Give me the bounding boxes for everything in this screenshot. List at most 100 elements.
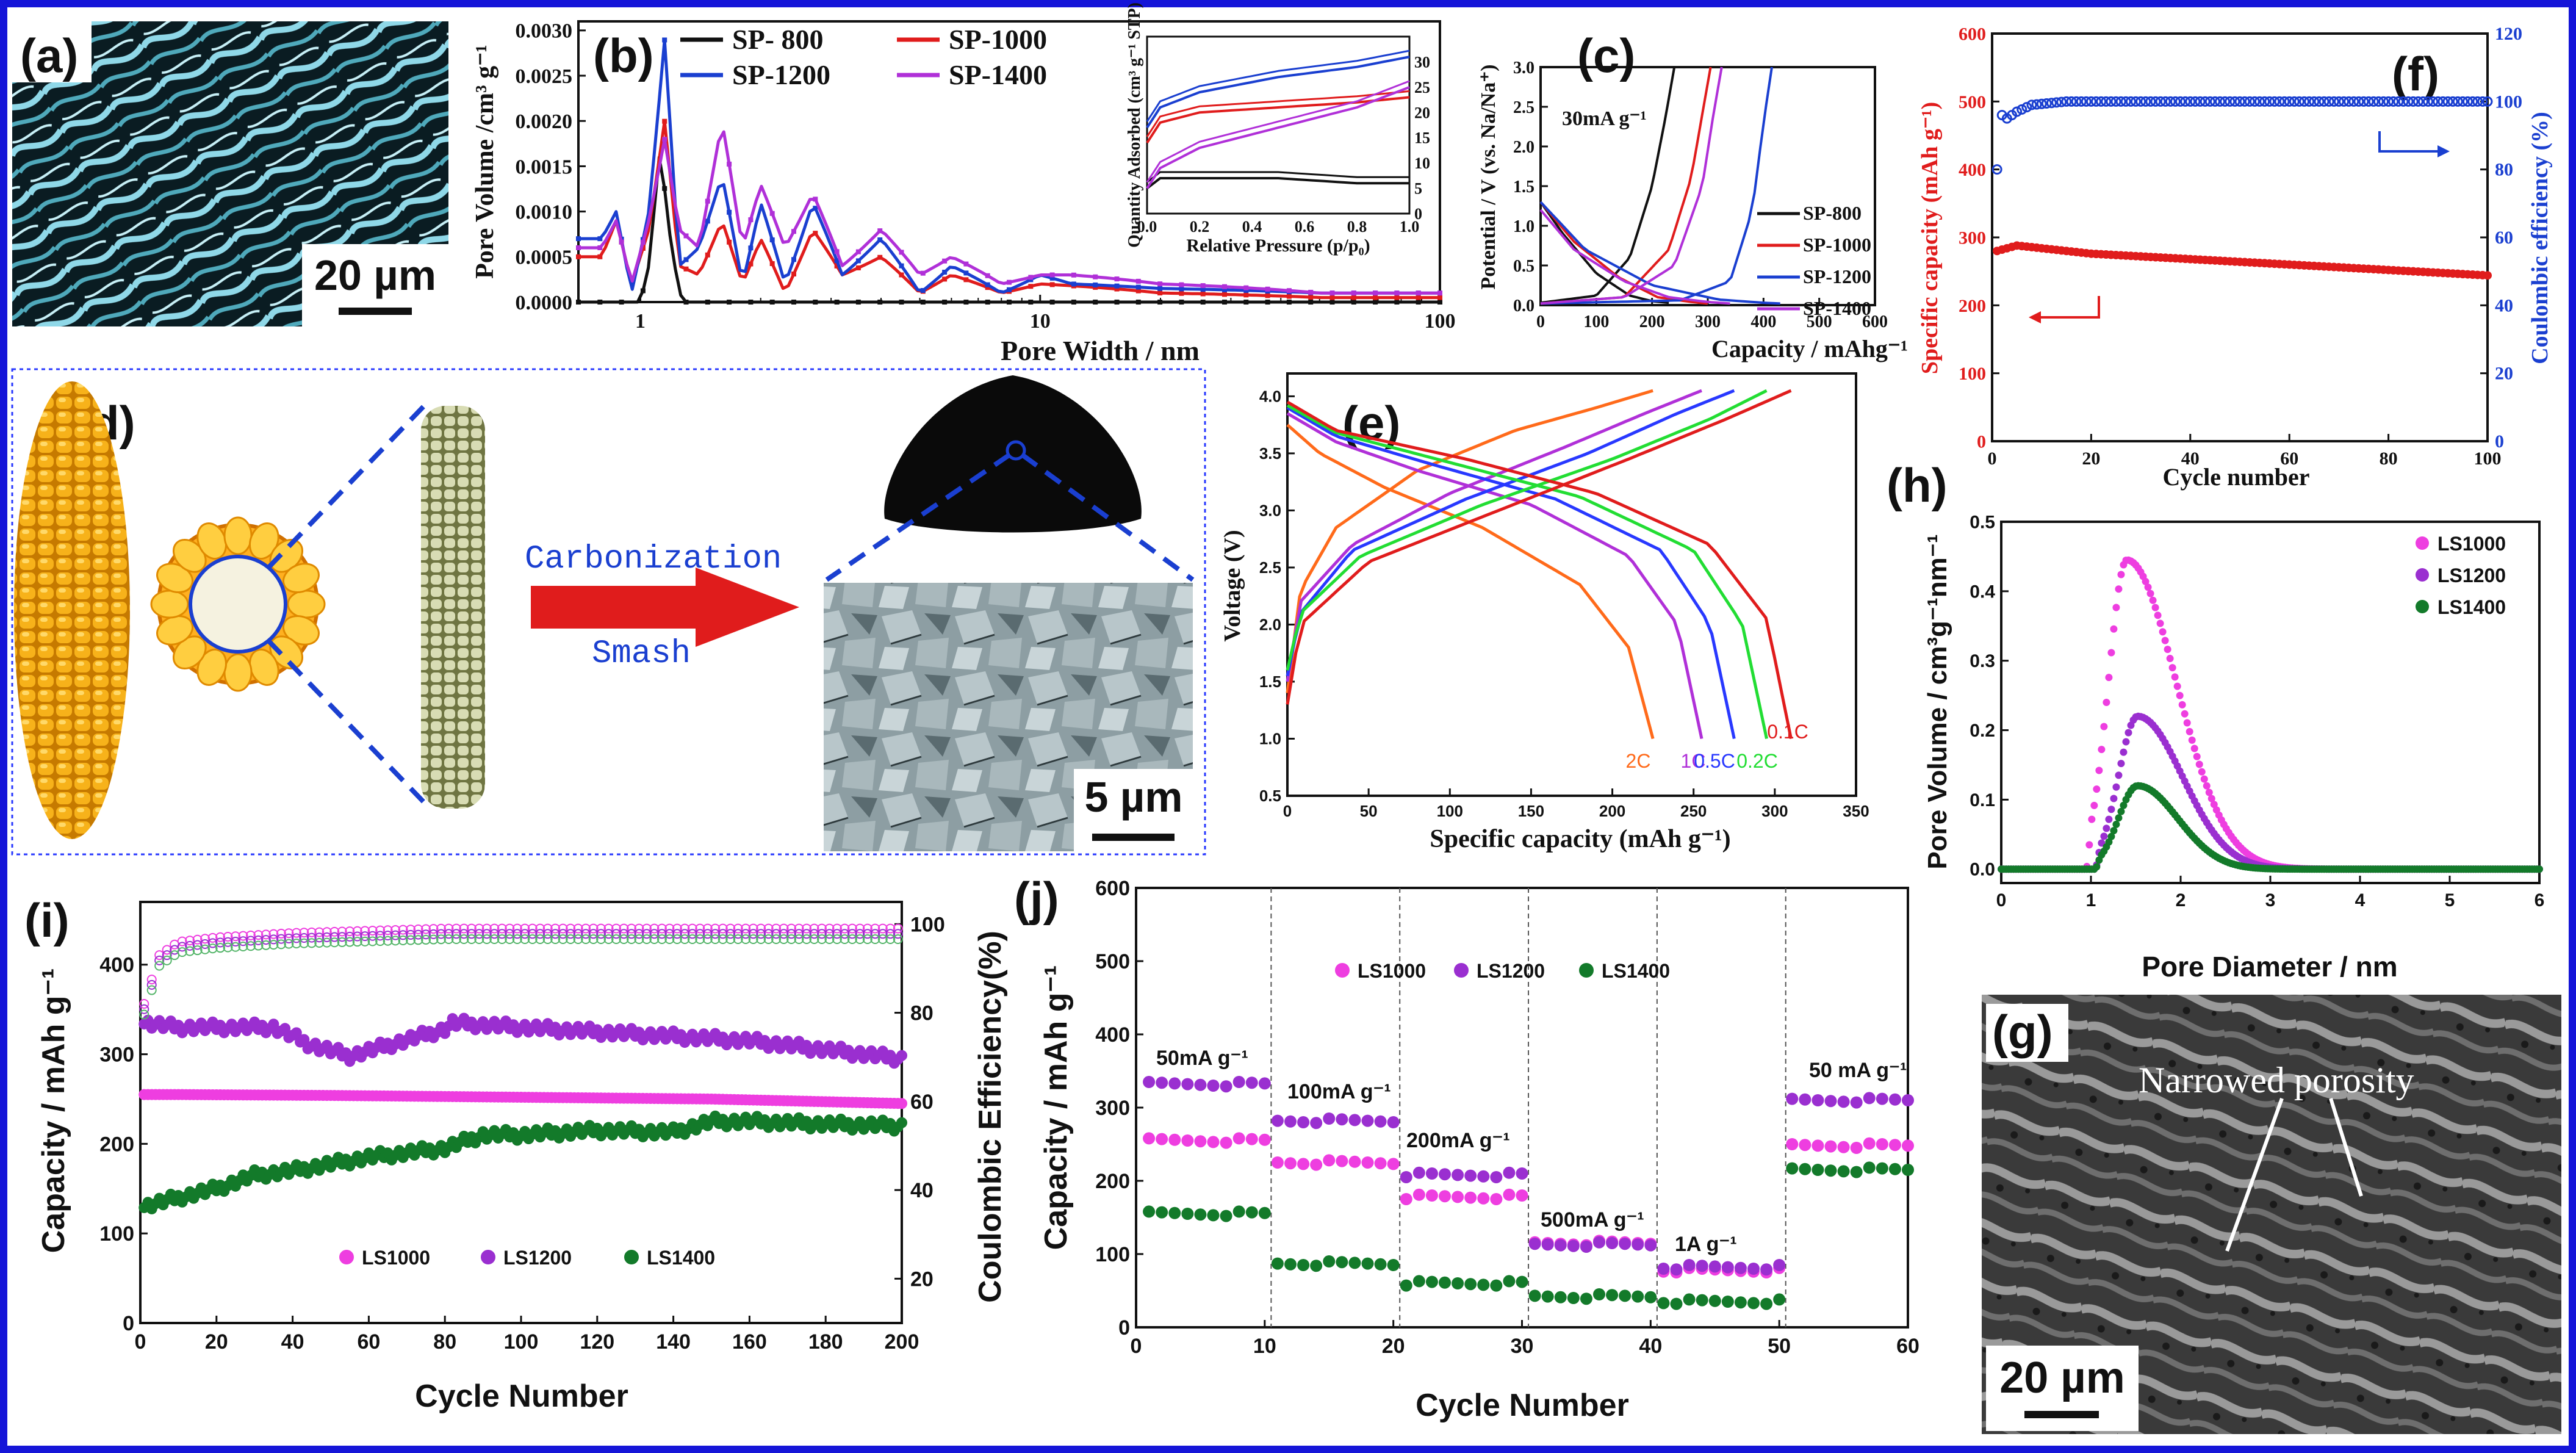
- pore-point: [2205, 788, 2213, 796]
- series-marker: [1093, 300, 1098, 305]
- x-tick-label: 100: [1425, 310, 1456, 333]
- rate-point: [1683, 1259, 1696, 1271]
- ce-point: [573, 934, 583, 945]
- ce-point: [444, 923, 454, 934]
- rate-point: [1412, 1166, 1425, 1179]
- rate-point: [1696, 1260, 1708, 1272]
- ce-point: [383, 936, 393, 946]
- series-marker: [769, 261, 775, 267]
- y-tick-label: 100: [1095, 1243, 1130, 1266]
- ce-point: [268, 929, 279, 939]
- legend-swatch: [2416, 568, 2429, 582]
- ce-point: [223, 942, 233, 953]
- rate-point: [1400, 1171, 1412, 1183]
- inset-desorption: [1146, 171, 1409, 183]
- ce-point: [276, 934, 286, 944]
- ce-point: [619, 923, 629, 934]
- rate-point: [1541, 1290, 1554, 1303]
- panel-label-b: (b): [593, 29, 654, 82]
- pore-point: [2188, 736, 2196, 744]
- rate-point: [1708, 1260, 1721, 1273]
- ce-point: [2130, 96, 2141, 107]
- charge-SP-1200: [1540, 67, 1773, 305]
- series-marker: [727, 209, 732, 215]
- series-marker: [1329, 290, 1335, 296]
- ce-point: [893, 929, 903, 939]
- rate-point: [1902, 1164, 1914, 1176]
- ce-point: [2021, 102, 2032, 113]
- y2-tick-label: 0: [2495, 431, 2504, 452]
- ce-point: [702, 929, 713, 939]
- ce-point: [2110, 96, 2121, 107]
- ce-point: [619, 929, 629, 939]
- ce-point: [284, 928, 294, 939]
- series-marker: [1351, 300, 1356, 305]
- series-marker: [899, 263, 904, 269]
- x-tick-label: 350: [1843, 802, 1869, 820]
- series-marker: [1416, 300, 1421, 305]
- ce-point: [816, 934, 827, 945]
- ce-point: [664, 929, 675, 939]
- ce-point: [550, 923, 561, 934]
- ce-point: [763, 929, 774, 939]
- series-marker: [1157, 286, 1163, 291]
- capacity-point: [268, 1019, 279, 1030]
- ce-point: [345, 937, 355, 947]
- ce-point: [2412, 96, 2423, 107]
- pore-point: [2117, 760, 2125, 768]
- rate-point: [1168, 1133, 1181, 1146]
- rate-point: [1876, 1092, 1888, 1105]
- y-tick-label: 0.1: [1970, 790, 1995, 810]
- series-marker: [985, 285, 990, 290]
- ce-point: [154, 955, 165, 965]
- ce-point: [231, 931, 240, 942]
- pore-point: [2146, 589, 2154, 597]
- ce-point: [436, 923, 446, 934]
- ce-point: [474, 929, 484, 939]
- rate-point: [1606, 1237, 1619, 1249]
- series-marker: [791, 271, 796, 276]
- ce-point: [657, 923, 667, 934]
- rate-point: [1194, 1208, 1207, 1221]
- series-marker: [1179, 300, 1184, 305]
- y-tick-label: 4.0: [1259, 388, 1281, 406]
- legend-swatch: [624, 1250, 639, 1264]
- ce-point: [581, 929, 591, 939]
- x-tick-label: 80: [2380, 449, 2398, 469]
- rate-point: [1310, 1117, 1323, 1130]
- ce-point: [672, 929, 682, 939]
- rate-point: [1439, 1190, 1451, 1203]
- ce-point: [207, 938, 218, 948]
- rate-point: [1194, 1078, 1207, 1091]
- y2-tick-label: 120: [2495, 24, 2522, 44]
- ce-point: [832, 929, 842, 939]
- y2-axis-label: Coulombic efficiency (%): [2527, 112, 2553, 364]
- ce-point: [139, 1004, 149, 1014]
- rate-point: [1721, 1261, 1734, 1274]
- ce-point: [558, 923, 568, 934]
- x-axis-label: Pore Width / nm: [1001, 335, 1200, 366]
- charge-0.2C: [1286, 389, 1768, 671]
- x-tick-label: 20: [1382, 1335, 1405, 1358]
- series-marker: [576, 245, 581, 250]
- y-tick-label: 0.0005: [516, 247, 573, 269]
- ce-point: [763, 923, 774, 934]
- ce-point: [2314, 96, 2325, 107]
- ce-point: [390, 930, 401, 940]
- ce-point: [2393, 96, 2404, 107]
- x-tick-label: 6: [2535, 890, 2545, 910]
- rate-point: [1850, 1096, 1863, 1109]
- rate-point: [1464, 1278, 1477, 1291]
- pore-point: [2103, 698, 2110, 706]
- legend-swatch: [2416, 600, 2429, 613]
- y-tick-label: 0.4: [1970, 582, 1995, 602]
- ce-point: [451, 923, 461, 934]
- ce-point: [2056, 96, 2067, 107]
- series-marker: [1114, 276, 1120, 282]
- rate-label: 0.5C: [1694, 750, 1735, 772]
- ce-point: [360, 926, 370, 936]
- ce-point: [413, 929, 423, 940]
- series-marker: [683, 233, 689, 239]
- y2-tick-label: 80: [2495, 160, 2513, 180]
